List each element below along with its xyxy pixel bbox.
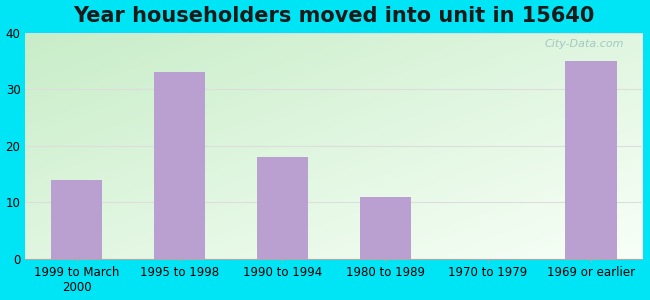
Bar	[257, 157, 308, 259]
Bar	[154, 72, 205, 259]
Text: City-Data.com: City-Data.com	[544, 40, 624, 50]
Bar	[566, 61, 617, 259]
Bar	[359, 196, 411, 259]
Title: Year householders moved into unit in 15640: Year householders moved into unit in 156…	[73, 6, 595, 26]
Bar	[51, 180, 103, 259]
